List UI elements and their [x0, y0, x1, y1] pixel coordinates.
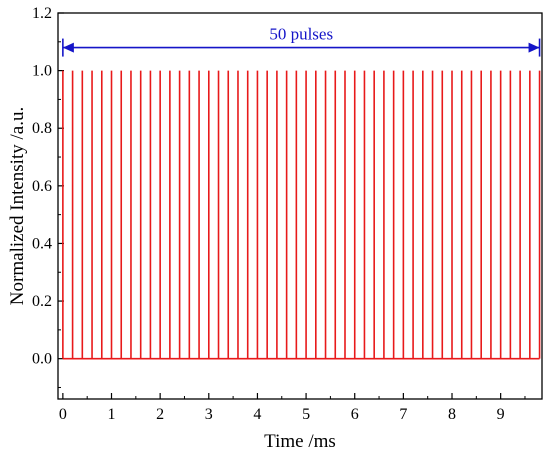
annotation-right-arrowhead	[528, 42, 540, 53]
y-tick-label: 1.0	[32, 63, 52, 80]
x-tick-label: 5	[302, 406, 310, 423]
plot-frame	[57, 12, 543, 400]
x-tick-label: 9	[497, 406, 505, 423]
x-tick-label: 1	[108, 406, 116, 423]
pulse-count-annotation: 50 pulses	[62, 25, 541, 57]
y-tick-label: 1.2	[32, 5, 52, 22]
y-axis-title: Normalized Intensity /a.u.	[7, 107, 28, 305]
y-tick-label: 0.0	[32, 351, 52, 368]
x-tick-label: 4	[253, 406, 261, 423]
y-tick-label: 0.4	[32, 235, 52, 252]
pulse-series	[62, 70, 541, 360]
x-tick-label: 0	[59, 406, 67, 423]
x-tick-label: 3	[205, 406, 213, 423]
y-axis: 0.0 0.2 0.4 0.6 0.8 1.0 1.2	[32, 5, 64, 388]
y-tick-label: 0.6	[32, 178, 52, 195]
x-axis-title: Time /ms	[264, 431, 336, 452]
x-tick-label: 2	[156, 406, 164, 423]
annotation-left-arrowhead	[62, 42, 74, 53]
x-tick-label: 6	[351, 406, 359, 423]
x-axis: 0 1 2 3 4 5 6 7 8 9	[59, 393, 526, 423]
y-tick-label: 0.2	[32, 293, 52, 310]
y-tick-label: 0.8	[32, 120, 52, 137]
x-tick-label: 8	[448, 406, 456, 423]
pulse-count-label: 50 pulses	[269, 25, 333, 44]
x-tick-label: 7	[399, 406, 407, 423]
plot-area	[57, 12, 543, 400]
